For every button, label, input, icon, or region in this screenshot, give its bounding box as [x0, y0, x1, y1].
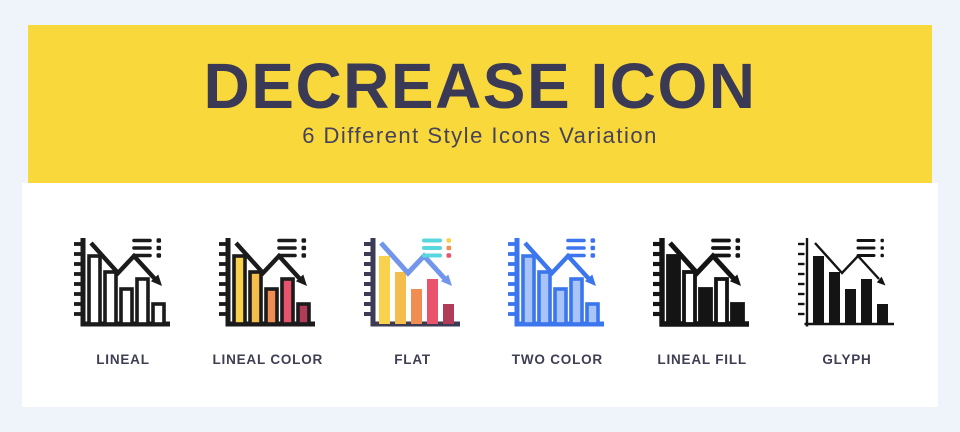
icon-style-label: LINEAL [96, 352, 150, 367]
decrease-bar-chart-icon-lineal-color [218, 238, 315, 327]
decrease-bar-chart-icon-lineal [74, 238, 170, 327]
icon-style-label: LINEAL COLOR [212, 352, 324, 367]
icons-row: LINEAL LINEAL COLOR FLAT TWO COLOR LINEA… [62, 231, 908, 367]
icon-cell-glyph: GLYPH [786, 231, 908, 367]
decrease-bar-chart-icon-two-color [508, 238, 605, 327]
icon-style-label: FLAT [394, 352, 431, 367]
decrease-bar-chart-icon-glyph [797, 238, 894, 327]
decrease-bar-chart-icon-lineal-fill [653, 238, 750, 327]
decrease-bar-chart-icon-flat [363, 238, 460, 327]
icon-style-label: LINEAL FILL [657, 352, 747, 367]
icon-cell-two-color: TWO COLOR [496, 231, 618, 367]
banner: DECREASE ICON 6 Different Style Icons Va… [28, 25, 932, 183]
icon-style-label: TWO COLOR [511, 352, 603, 367]
icon-cell-flat: FLAT [352, 231, 474, 367]
icon-cell-lineal-color: LINEAL COLOR [207, 231, 329, 367]
page-title: DECREASE ICON [203, 50, 757, 122]
icon-style-label: GLYPH [822, 352, 872, 367]
icon-cell-lineal-fill: LINEAL FILL [641, 231, 763, 367]
page-subtitle: 6 Different Style Icons Variation [302, 123, 658, 149]
icon-cell-lineal: LINEAL [62, 231, 184, 367]
icons-panel: LINEAL LINEAL COLOR FLAT TWO COLOR LINEA… [22, 183, 938, 407]
